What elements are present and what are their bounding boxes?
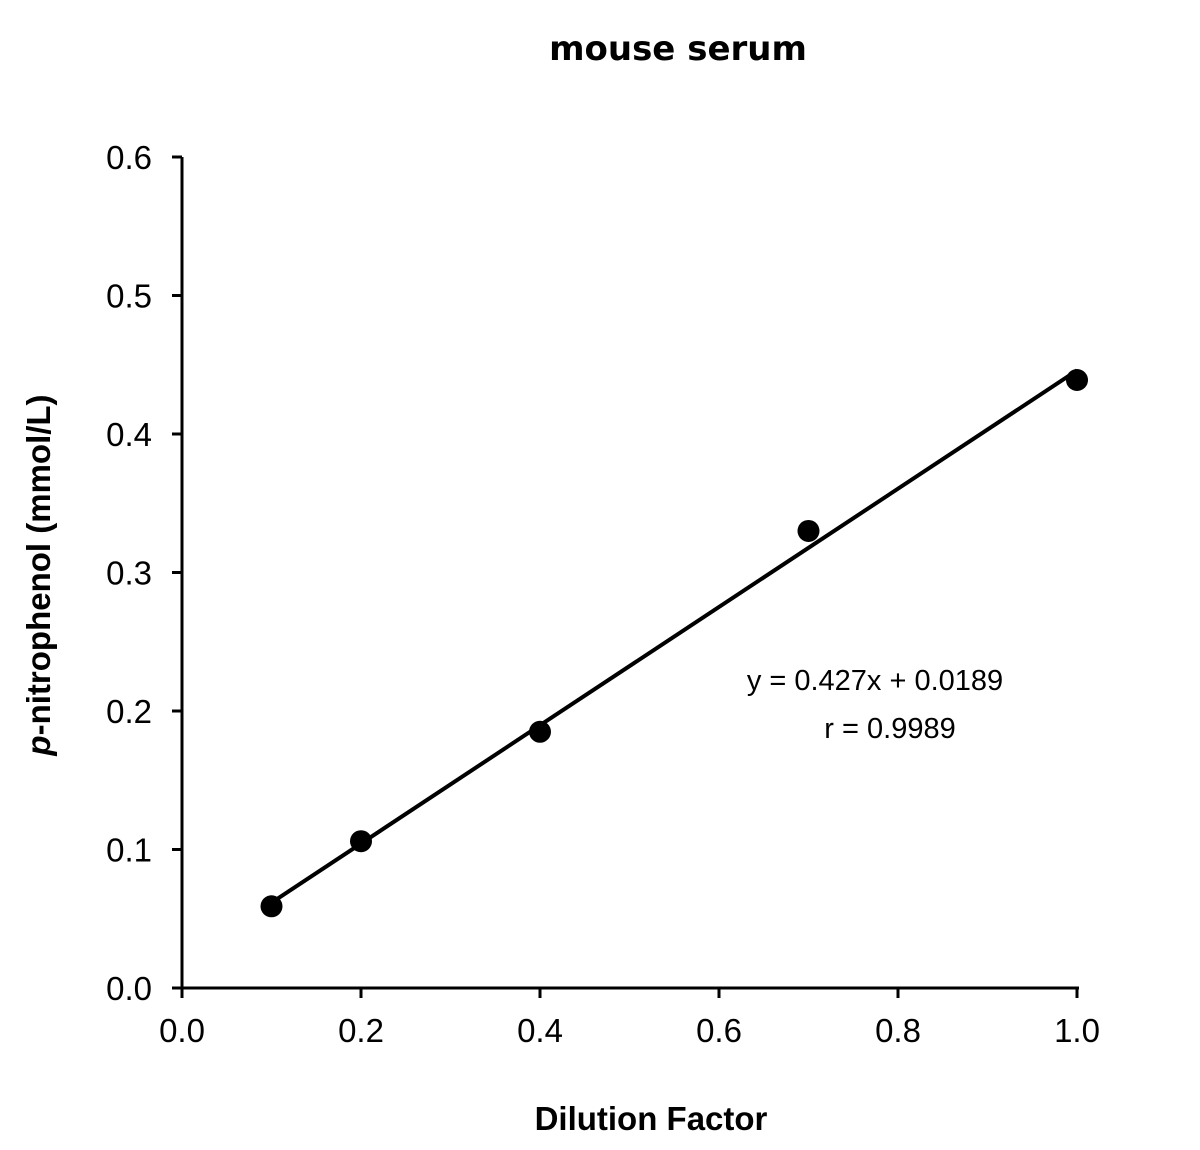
y-tick-label: 0.5 (106, 278, 152, 315)
x-tick-label: 0.6 (696, 1012, 742, 1049)
data-point (797, 519, 820, 542)
x-tick-label: 1.0 (1054, 1012, 1100, 1049)
y-tick-label: 0.0 (106, 970, 152, 1007)
x-tick-label: 0.8 (875, 1012, 921, 1049)
data-point (529, 720, 551, 743)
y-tick-label: 0.6 (106, 139, 152, 176)
x-tick-label: 0.4 (517, 1012, 563, 1049)
trendline (270, 368, 1079, 905)
x-axis-title: Dilution Factor (535, 1100, 768, 1137)
y-tick-label: 0.4 (106, 416, 152, 453)
svg-text:p-nitrophenol (mmol/L): p-nitrophenol (mmol/L) (20, 394, 57, 756)
equation-annotation: y = 0.427x + 0.0189 (747, 665, 1003, 697)
data-point (260, 895, 283, 918)
x-axis: 0.0 0.2 0.4 0.6 0.8 1.0 (159, 986, 1100, 1049)
y-axis-title: p-nitrophenol (mmol/L) (20, 394, 57, 756)
x-tick-label: 0.2 (338, 1012, 384, 1049)
r-value-annotation: r = 0.9989 (824, 713, 955, 745)
data-point (350, 830, 372, 853)
y-tick-label: 0.2 (106, 693, 152, 730)
data-point (1066, 368, 1088, 391)
x-tick-label: 0.0 (159, 1012, 205, 1049)
data-points (260, 368, 1088, 918)
y-axis-title-rest: -nitrophenol (mmol/L) (20, 394, 57, 735)
y-tick-label: 0.3 (106, 555, 152, 592)
y-tick-label: 0.1 (106, 832, 152, 869)
y-axis: 0.0 0.1 0.2 0.3 0.4 0.5 0.6 (106, 139, 184, 1007)
y-axis-title-italic: p (20, 735, 57, 756)
chart-title: mouse serum (549, 29, 807, 69)
